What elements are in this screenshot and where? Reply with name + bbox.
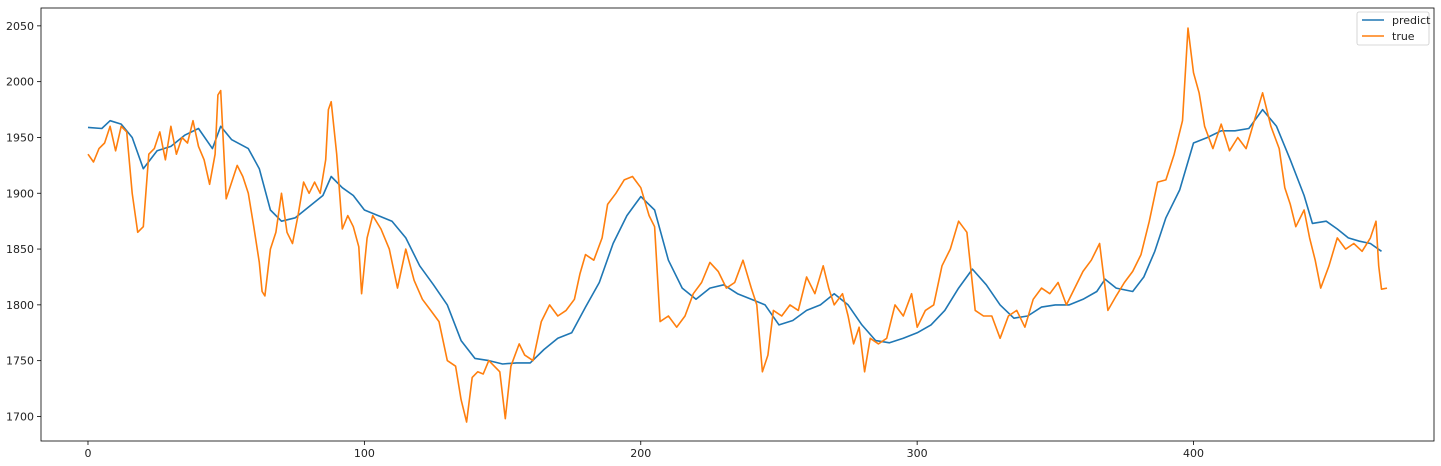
x-tick-label: 0	[84, 447, 91, 460]
y-tick-label: 1750	[6, 355, 34, 368]
y-tick-label: 1800	[6, 299, 34, 312]
y-axis: 1700 1750 1800 1850 1900 1950 2000 2050	[6, 20, 41, 423]
y-tick-label: 2000	[6, 76, 34, 89]
y-tick-label: 1900	[6, 187, 34, 200]
plot-frame	[40, 7, 1435, 442]
y-tick-label: 1950	[6, 131, 34, 144]
x-tick-label: 100	[354, 447, 375, 460]
legend: predict true	[1356, 11, 1431, 46]
x-axis: 0 100 200 300 400	[84, 441, 1204, 460]
series-layer	[87, 27, 1388, 423]
series-line-predict	[87, 108, 1382, 365]
y-tick-label: 2050	[6, 20, 34, 33]
x-tick-label: 200	[630, 447, 651, 460]
y-tick-label: 1850	[6, 243, 34, 256]
legend-label-predict: predict	[1392, 14, 1431, 27]
y-tick-label: 1700	[6, 410, 34, 423]
series-line-true	[87, 27, 1388, 423]
x-tick-label: 400	[1183, 447, 1204, 460]
plot-background	[41, 8, 1434, 441]
x-tick-label: 300	[907, 447, 928, 460]
legend-label-true: true	[1392, 30, 1415, 43]
